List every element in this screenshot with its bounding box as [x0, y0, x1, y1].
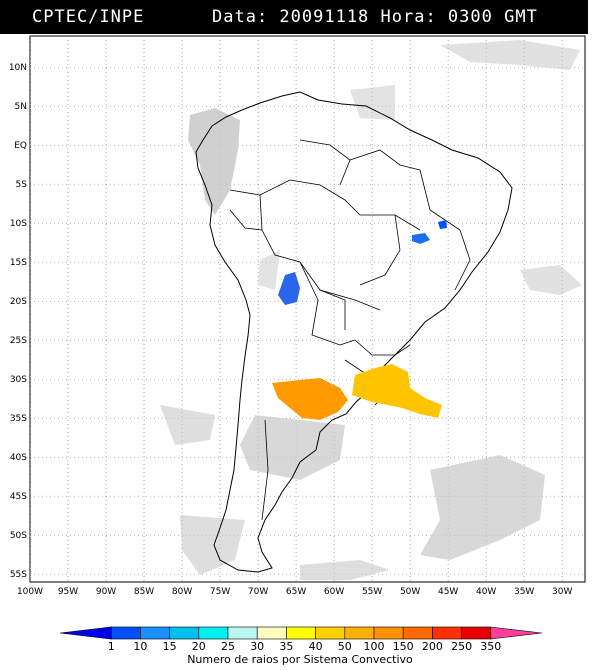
legend-swatch: [344, 626, 375, 640]
datetime-label: Data: 20091118 Hora: 0300 GMT: [212, 7, 538, 27]
lat-tick-label: EQ: [14, 141, 27, 151]
legend-swatch: [59, 626, 112, 640]
lat-tick-label: 30S: [10, 375, 27, 385]
lat-tick-label: 5N: [15, 102, 27, 112]
legend-tick-label: 15: [163, 640, 177, 653]
coastline: [195, 91, 513, 573]
lon-tick-label: 80W: [172, 587, 192, 597]
legend-tick-label: 350: [480, 640, 501, 653]
lat-tick-label: 35S: [10, 414, 27, 424]
lat-tick-label: 10N: [9, 63, 27, 73]
legend-swatch: [169, 626, 200, 640]
lon-tick-label: 65W: [286, 587, 306, 597]
cs-argentina: [272, 378, 348, 420]
lon-tick-label: 35W: [514, 587, 534, 597]
lon-tick-label: 90W: [96, 587, 116, 597]
lon-tick-label: 40W: [476, 587, 496, 597]
lon-tick-label: 85W: [134, 587, 154, 597]
legend-tick-label: 10: [133, 640, 147, 653]
lon-tick-label: 70W: [248, 587, 268, 597]
cs-central-brazil: [412, 233, 430, 244]
header-bar: CPTEC/INPE Data: 20091118 Hora: 0300 GMT: [0, 0, 588, 34]
convective-systems: [272, 220, 447, 420]
legend-swatch: [286, 626, 316, 640]
lat-tick-label: 10S: [10, 219, 27, 229]
legend-swatch: [198, 626, 229, 640]
legend-swatch: [432, 626, 462, 640]
legend-tick-label: 20: [192, 640, 206, 653]
cs-bolivia: [278, 272, 300, 305]
lat-tick-label: 55S: [10, 570, 27, 580]
lat-tick-label: 50S: [10, 531, 27, 541]
lon-tick-label: 75W: [210, 587, 230, 597]
lat-tick-label: 45S: [10, 492, 27, 502]
legend-swatch: [490, 626, 543, 640]
legend-swatch: [315, 626, 346, 640]
lat-tick-label: 15S: [10, 258, 27, 268]
lon-tick-label: 55W: [362, 587, 382, 597]
legend-colorbar: 1 10 15 20 25 30 35 40 50 100 150 200 250 350: [59, 626, 543, 653]
country-borders: [229, 139, 471, 521]
lat-tick-label: 5S: [16, 180, 28, 190]
legend-swatch: [140, 626, 170, 640]
legend-swatch: [256, 626, 287, 640]
legend-swatch: [227, 626, 258, 640]
legend-swatch: [461, 626, 492, 640]
lon-tick-label: 60W: [324, 587, 344, 597]
cs-uruguay: [352, 364, 442, 418]
legend-tick-label: 50: [338, 640, 352, 653]
legend-tick-label: 150: [393, 640, 414, 653]
legend-tick-label: 250: [451, 640, 472, 653]
legend-tick-label: 200: [422, 640, 443, 653]
cs-northeast-brazil: [438, 220, 447, 229]
lat-tick-label: 40S: [10, 453, 27, 463]
legend-tick-label: 30: [250, 640, 264, 653]
lat-tick-label: 25S: [10, 336, 27, 346]
legend-tick-label: 35: [279, 640, 293, 653]
legend-tick-label: 100: [364, 640, 385, 653]
lat-tick-label: 20S: [10, 297, 27, 307]
legend-swatch: [402, 626, 433, 640]
lon-tick-label: 95W: [58, 587, 78, 597]
lat-lon-grid: [30, 36, 585, 582]
latitude-labels: 10N 5N EQ 5S 10S 15S 20S 25S 30S 35S 40S 45S 50S 55S: [9, 63, 27, 580]
lon-tick-label: 50W: [400, 587, 420, 597]
legend-tick-label: 40: [309, 640, 323, 653]
legend-tick-label: 1: [108, 640, 115, 653]
lon-tick-label: 100W: [17, 587, 43, 597]
lon-tick-label: 45W: [438, 587, 458, 597]
cloud-imagery: [160, 40, 582, 580]
legend-title: Numero de raios por Sistema Convectivo: [187, 653, 413, 666]
legend-swatch: [110, 626, 141, 640]
longitude-labels: 100W 95W 90W 85W 80W 75W 70W 65W 60W 55W 50W 45W 40W…: [17, 587, 573, 597]
legend-swatch: [373, 626, 404, 640]
lon-tick-label: 30W: [552, 587, 572, 597]
source-label: CPTEC/INPE: [32, 7, 145, 27]
legend-tick-label: 25: [221, 640, 235, 653]
